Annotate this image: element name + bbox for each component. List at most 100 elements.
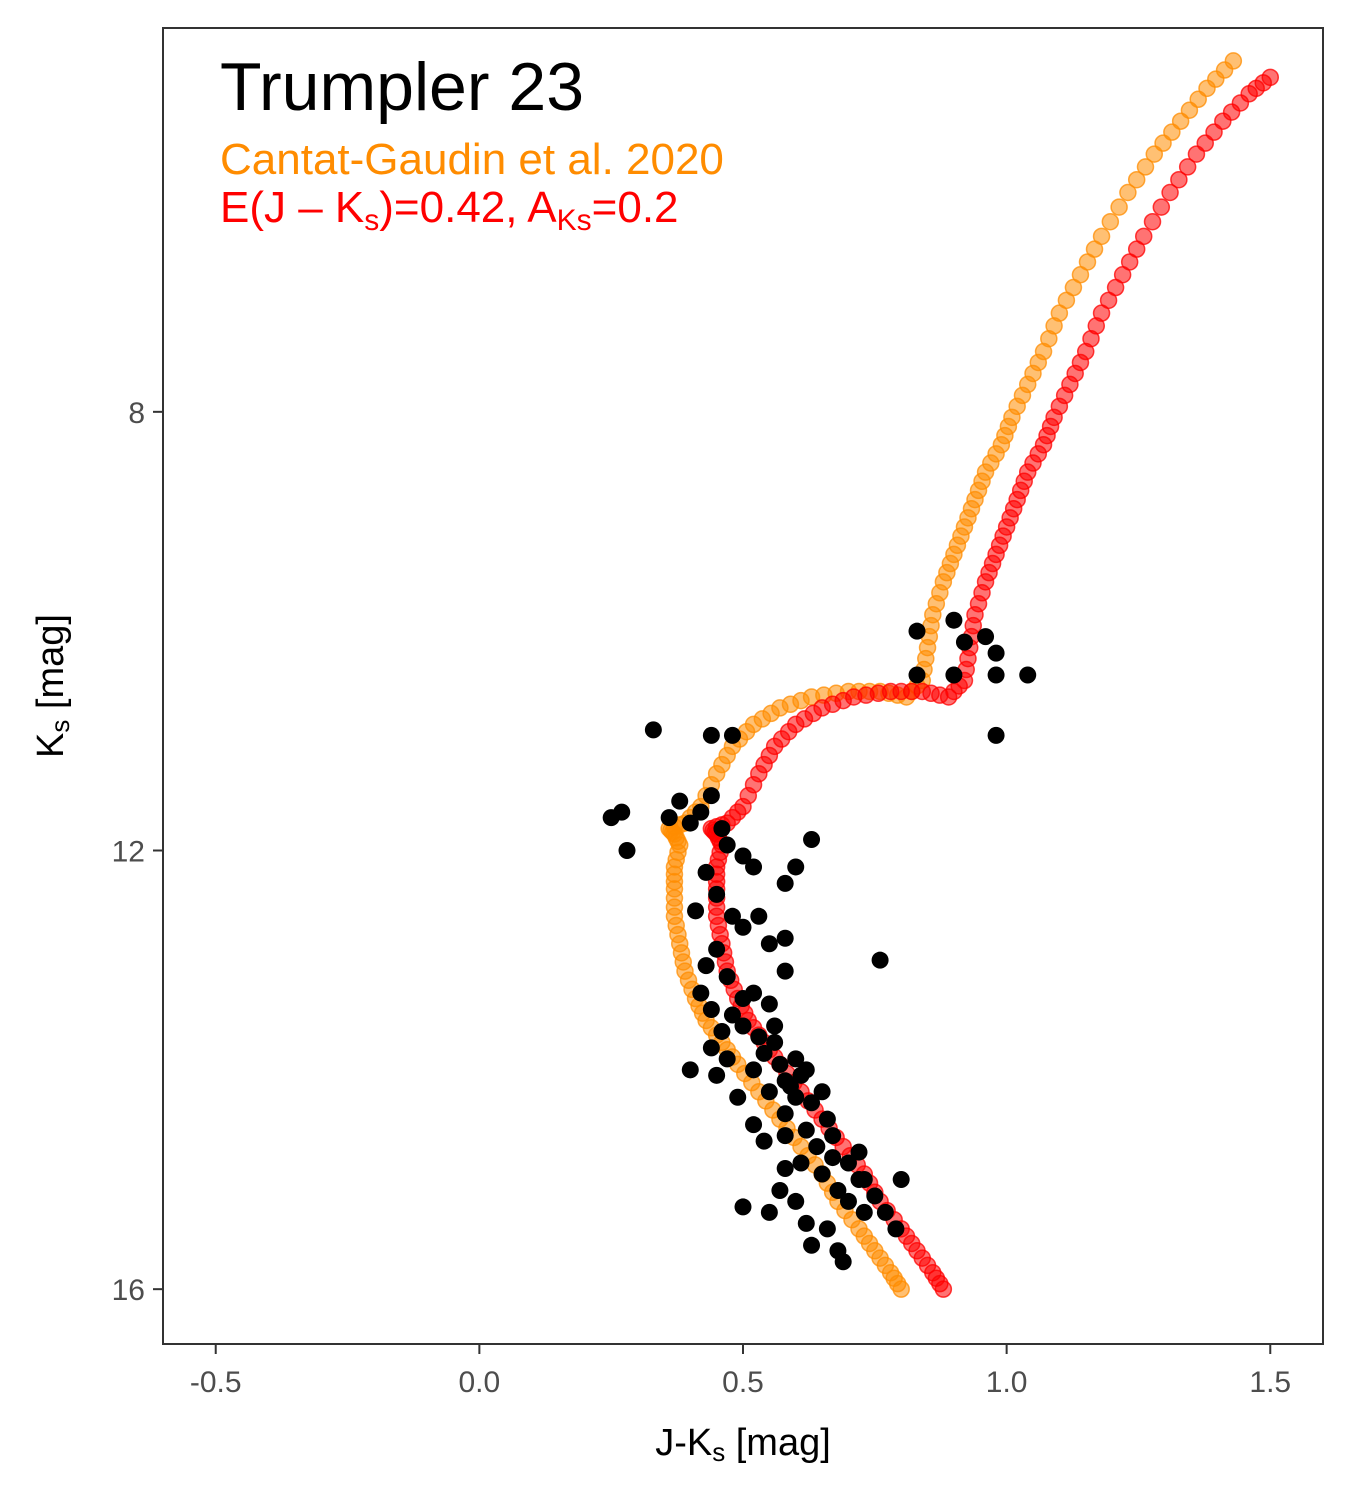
star-point — [692, 803, 710, 821]
x-tick-label: 0.0 — [459, 1366, 501, 1399]
star-point — [723, 726, 741, 744]
isochrone-point — [1119, 183, 1137, 202]
isochrone-point — [1136, 158, 1155, 176]
star-point — [887, 1220, 905, 1238]
star-point — [702, 1001, 720, 1019]
star-point — [734, 918, 752, 936]
annotation-extinction: E(J – Ks)=0.42, AKs=0.2 — [220, 183, 679, 237]
star-point — [718, 836, 736, 854]
star-point — [803, 1236, 821, 1254]
star-point — [1019, 666, 1037, 684]
x-tick-label: 1.0 — [986, 1366, 1028, 1399]
isochrone-2 — [702, 68, 1280, 1298]
star-point — [729, 1088, 747, 1106]
isochrone-layer — [660, 52, 1280, 1298]
x-axis: -0.5 0.0 0.5 1.0 1.5 — [190, 1344, 1291, 1399]
star-point — [734, 1017, 752, 1035]
star-point — [702, 1039, 720, 1057]
star-point — [734, 1198, 752, 1216]
x-tick-label: 0.5 — [722, 1366, 764, 1399]
star-point — [855, 1171, 873, 1188]
star-point — [797, 1121, 815, 1139]
star-point — [908, 666, 926, 684]
star-point — [792, 1066, 810, 1084]
star-point — [755, 1132, 773, 1150]
y-tick-label: 8 — [128, 397, 145, 430]
star-point — [734, 990, 752, 1008]
isochrone-point — [1152, 198, 1171, 216]
isochrone-point — [1161, 183, 1179, 202]
star-point — [697, 863, 715, 881]
star-point — [987, 666, 1005, 684]
star-point — [745, 1061, 763, 1079]
y-axis-title: Ks [mag] — [30, 614, 75, 758]
star-point — [787, 1192, 805, 1210]
y-tick-label: 12 — [112, 836, 145, 869]
star-point — [713, 1022, 731, 1040]
star-point — [797, 1214, 815, 1232]
isochrone-point — [1092, 227, 1111, 246]
isochrone-point — [1110, 198, 1128, 216]
star-point — [776, 929, 794, 947]
star-point — [776, 1105, 794, 1123]
star-point — [687, 902, 705, 920]
star-point — [760, 935, 778, 953]
y-axis: 8 12 16 — [112, 397, 163, 1307]
star-point — [781, 1077, 799, 1095]
isochrone-point — [1224, 52, 1243, 70]
star-point — [718, 1050, 736, 1068]
star-point — [892, 1171, 910, 1188]
star-point — [681, 814, 699, 832]
y-tick-label: 16 — [112, 1274, 145, 1307]
isochrone-point — [1127, 170, 1146, 189]
star-point — [955, 633, 973, 651]
star-point — [945, 666, 963, 684]
isochrone-point — [1178, 158, 1197, 176]
star-point — [876, 1203, 894, 1221]
star-point — [660, 809, 678, 827]
x-tick-label: -0.5 — [190, 1366, 242, 1399]
star-point — [945, 611, 963, 629]
isochrone-point — [1134, 227, 1153, 246]
star-point — [871, 951, 889, 969]
star-point — [803, 831, 821, 849]
star-point — [723, 1006, 741, 1024]
star-point — [776, 1160, 794, 1178]
star-point — [618, 842, 636, 859]
star-point — [776, 962, 794, 980]
star-point — [708, 1066, 726, 1084]
star-point — [824, 1127, 842, 1145]
isochrone-point — [1170, 170, 1188, 189]
star-point — [771, 1181, 789, 1199]
star-point — [813, 1083, 831, 1101]
star-point — [987, 726, 1005, 744]
star-point — [723, 907, 741, 925]
star-point — [787, 858, 805, 876]
star-point — [745, 858, 763, 876]
star-point — [750, 1028, 768, 1046]
star-point — [702, 787, 720, 805]
star-point — [760, 995, 778, 1013]
isochrone-point — [1143, 212, 1162, 231]
star-point — [697, 957, 715, 975]
star-point — [834, 1253, 852, 1271]
star-point — [671, 792, 689, 810]
star-point — [792, 1154, 810, 1172]
star-point — [644, 721, 662, 739]
star-point — [839, 1154, 857, 1172]
annotation-title: Trumpler 23 — [220, 49, 584, 125]
star-point — [750, 907, 768, 925]
star-point — [708, 940, 726, 958]
star-point — [776, 1127, 794, 1145]
star-point — [818, 1110, 836, 1128]
star-point — [713, 820, 731, 838]
star-point — [613, 803, 631, 821]
isochrone-point — [1261, 68, 1280, 87]
star-point — [755, 1044, 773, 1062]
star-point — [766, 1017, 784, 1035]
x-axis-title: J-Ks [mag] — [655, 1422, 831, 1467]
star-point — [824, 1149, 842, 1167]
star-point — [787, 1050, 805, 1068]
star-point — [771, 1055, 789, 1073]
